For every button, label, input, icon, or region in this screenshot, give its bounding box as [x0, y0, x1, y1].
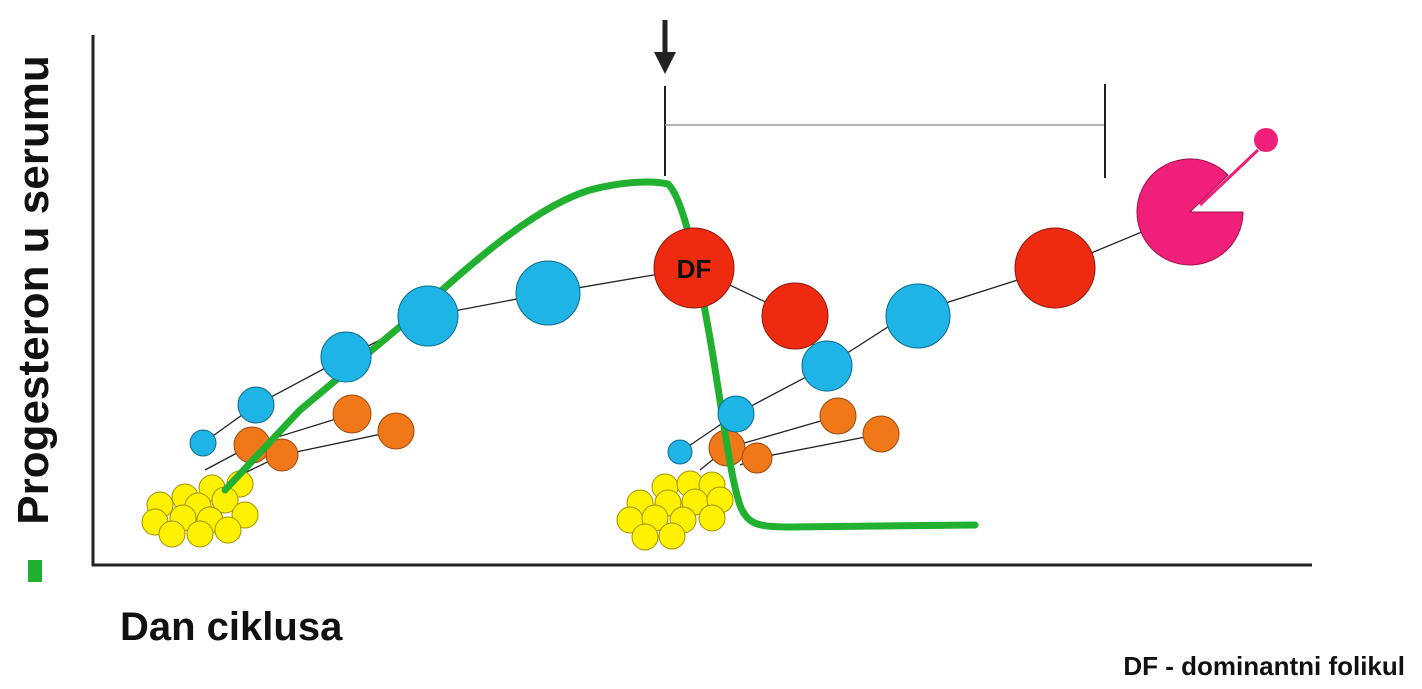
page: DF Progesteron u serumu Dan ciklusa DF -… — [0, 0, 1422, 689]
diagram: DF Progesteron u serumu Dan ciklusa DF -… — [0, 0, 1422, 689]
y-axis-label: Progesteron u serumu — [9, 55, 58, 524]
df-label: DF — [677, 254, 712, 284]
atretic-follicles — [234, 395, 899, 473]
dominant-follicles — [654, 228, 1095, 349]
oocyte — [1254, 128, 1278, 152]
legend-swatch — [28, 560, 42, 582]
arrow-head — [654, 52, 676, 74]
ovulating-follicle — [1137, 159, 1243, 265]
follicle-cluster — [617, 471, 733, 550]
follicle-cluster — [142, 471, 258, 547]
x-axis-label: Dan ciklusa — [120, 605, 343, 649]
legend-note: DF - dominantni folikul — [1123, 651, 1405, 681]
